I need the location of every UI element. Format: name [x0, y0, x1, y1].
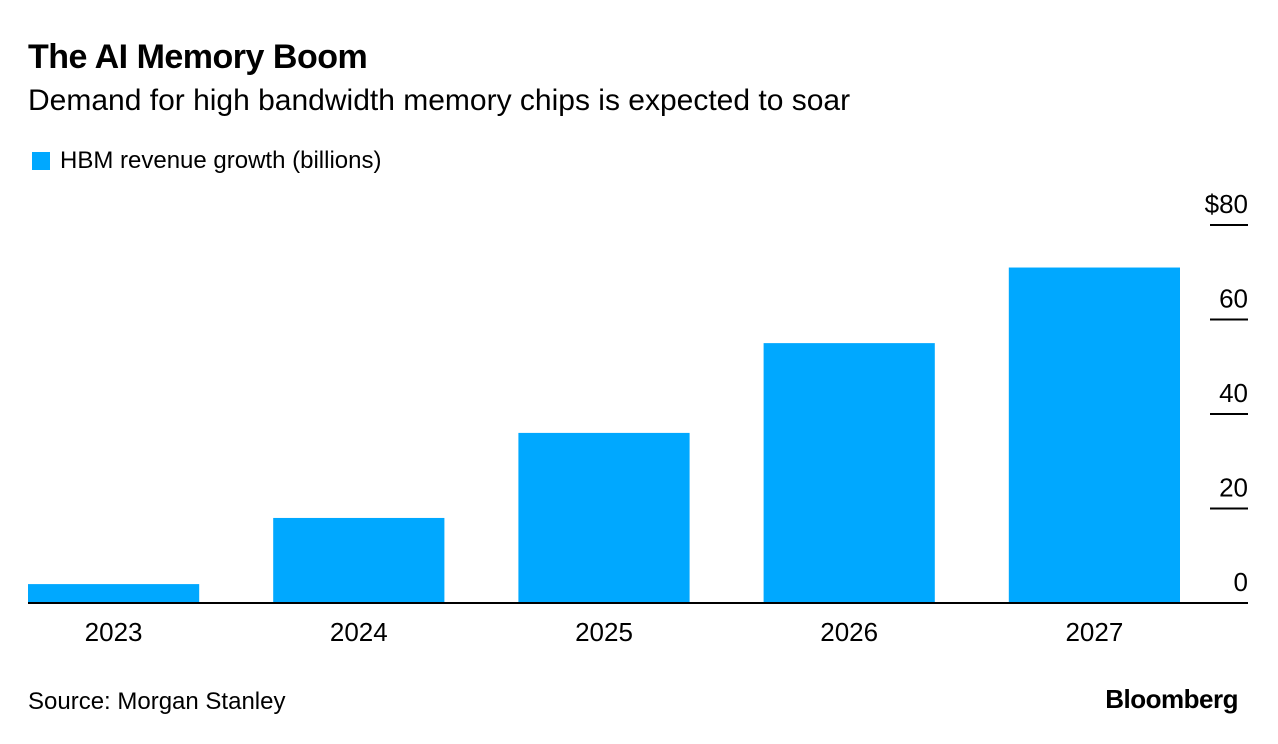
y-tick-label: $80: [1205, 189, 1248, 219]
y-tick-label: 0: [1234, 567, 1248, 597]
x-tick-label: 2026: [820, 617, 878, 647]
chart-title: The AI Memory Boom: [28, 38, 368, 76]
x-tick-label: 2025: [575, 617, 633, 647]
bar-2025: [518, 432, 690, 603]
chart-subtitle: Demand for high bandwidth memory chips i…: [28, 84, 851, 117]
x-tick-label: 2024: [330, 617, 388, 647]
brand-logo: Bloomberg: [1105, 684, 1238, 714]
y-tick-label: 40: [1219, 378, 1248, 408]
x-tick-label: 2027: [1065, 617, 1123, 647]
x-tick-label: 2023: [85, 617, 143, 647]
bar-2027: [1008, 267, 1180, 603]
y-tick-label: 20: [1219, 473, 1248, 503]
bars-group: [28, 267, 1180, 603]
bar-2026: [763, 343, 935, 603]
legend: HBM revenue growth (billions): [32, 147, 381, 175]
y-axis: 0 20 40 60 $80: [1205, 189, 1248, 597]
legend-label: HBM revenue growth (billions): [60, 147, 382, 174]
source-note: Source: Morgan Stanley: [28, 688, 286, 715]
x-axis: 2023 2024 2025 2026 2027: [28, 602, 1248, 647]
y-tick-label: 60: [1219, 284, 1248, 314]
bar-2023: [28, 584, 200, 603]
bar-2024: [273, 517, 445, 603]
legend-swatch: [32, 152, 50, 170]
